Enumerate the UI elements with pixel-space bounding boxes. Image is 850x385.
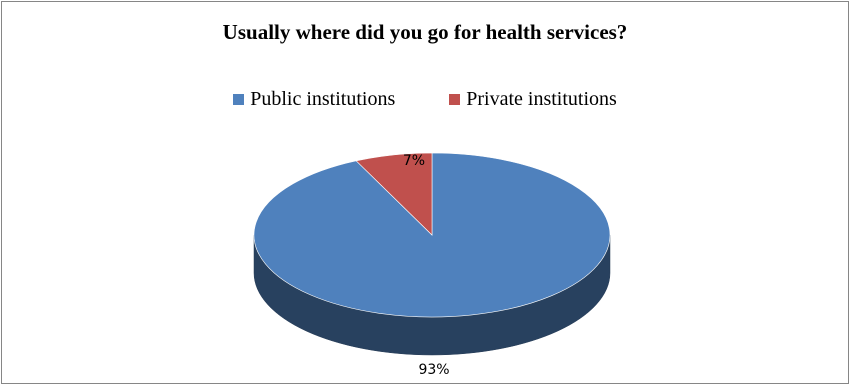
legend-item-private: Private institutions [449, 88, 617, 111]
legend-swatch-public [233, 94, 245, 105]
data-label-1: 7% [403, 153, 425, 169]
legend-swatch-private [449, 94, 461, 105]
chart-title: Usually where did you go for health serv… [222, 20, 628, 44]
pie-slice-1 [355, 152, 433, 236]
legend: Public institutions Private institutions [2, 88, 848, 111]
pie-slice-0 [253, 152, 611, 318]
data-label-0: 93% [418, 362, 449, 378]
legend-label-private: Private institutions [466, 88, 617, 110]
legend-label-public: Public institutions [250, 88, 396, 110]
legend-item-public: Public institutions [233, 88, 395, 111]
